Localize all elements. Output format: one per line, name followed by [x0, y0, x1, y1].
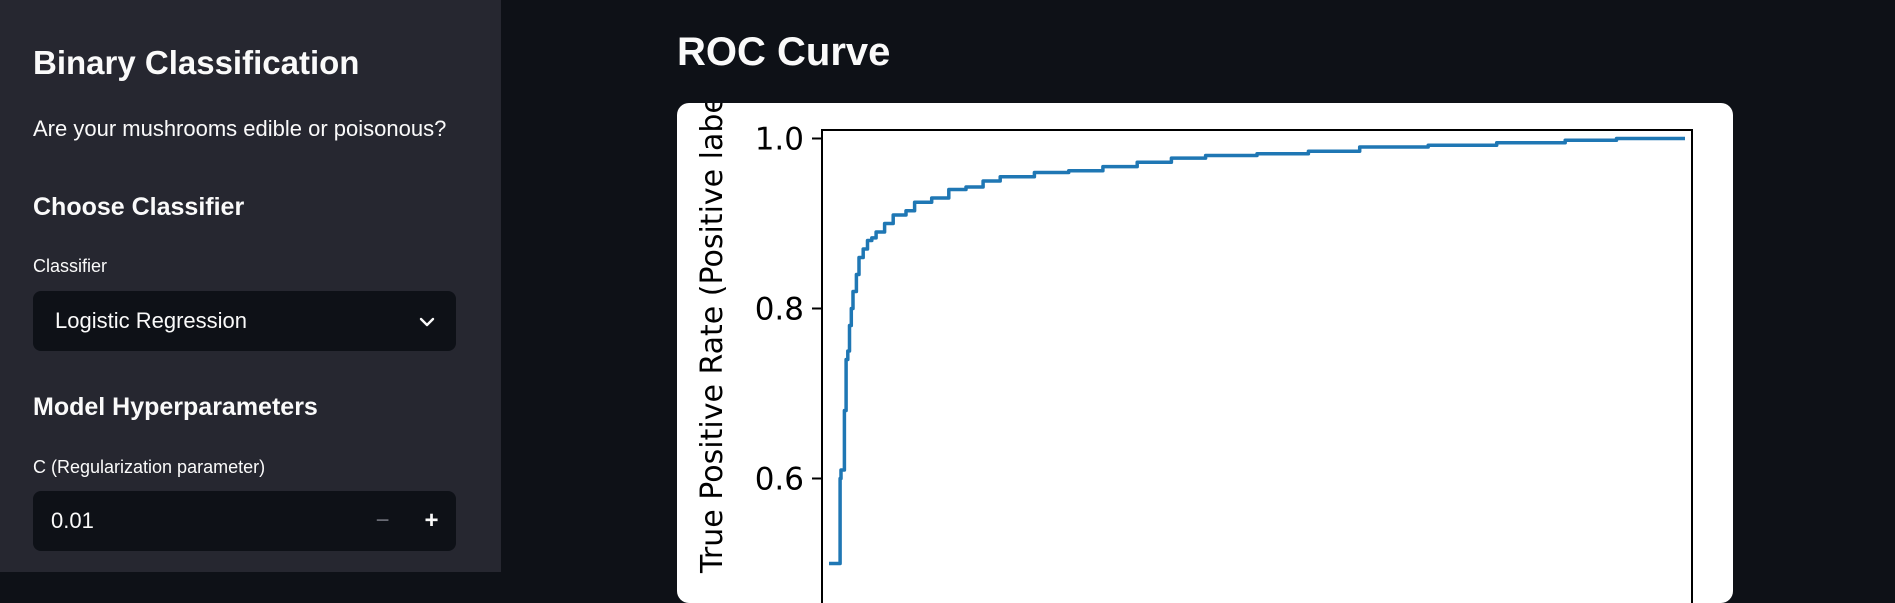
c-parameter-stepper: − + — [33, 491, 456, 551]
app-title: Binary Classification — [33, 44, 360, 81]
sidebar: Binary Classification Are your mushrooms… — [0, 0, 501, 572]
chevron-down-icon — [419, 317, 435, 327]
roc-chart: 1.0 0.8 0.6 True Positive Rate (Positive l… — [695, 103, 1693, 603]
c-parameter-input[interactable] — [33, 491, 358, 551]
y-tick-label: 1.0 — [755, 122, 804, 158]
plot-frame — [821, 129, 1693, 603]
roc-chart-card: 1.0 0.8 0.6 True Positive Rate (Positive l… — [677, 103, 1733, 603]
app-subtitle: Are your mushrooms edible or poisonous? — [33, 116, 447, 141]
y-tick-label: 0.8 — [755, 292, 804, 328]
c-parameter-label: C (Regularization parameter) — [33, 457, 266, 477]
y-axis-label: True Positive Rate (Positive label: 1) — [695, 103, 730, 574]
y-tick-label: 0.6 — [755, 462, 804, 498]
classifier-label: Classifier — [33, 256, 108, 276]
decrement-button[interactable]: − — [375, 507, 390, 534]
roc-curve-line — [829, 136, 1685, 566]
classifier-selected-value: Logistic Regression — [55, 308, 247, 333]
model-hyperparameters-heading: Model Hyperparameters — [33, 393, 318, 421]
choose-classifier-heading: Choose Classifier — [33, 193, 245, 221]
classifier-select[interactable]: Logistic Regression — [33, 291, 456, 351]
increment-button[interactable]: + — [424, 507, 439, 534]
page-title: ROC Curve — [677, 30, 891, 74]
